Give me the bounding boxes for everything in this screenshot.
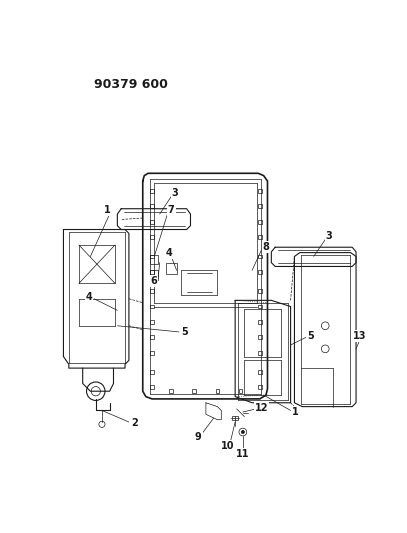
Bar [150,289,154,293]
Bar [166,263,177,274]
Bar [258,370,262,374]
Text: 5: 5 [307,331,314,341]
Bar [258,205,262,208]
Bar [258,235,262,239]
Bar [150,255,154,259]
Text: 4: 4 [166,248,172,259]
Bar [232,416,238,421]
Text: 11: 11 [236,449,249,458]
Text: 9: 9 [195,432,201,442]
Text: 2: 2 [131,418,138,428]
Text: 6: 6 [150,276,157,286]
Bar [150,220,154,224]
Bar [258,335,262,339]
Bar [150,205,154,208]
Text: 10: 10 [221,441,234,451]
Text: 3: 3 [172,188,178,198]
Bar [193,389,196,393]
Bar [150,270,154,274]
Bar [150,189,154,193]
Bar [258,289,262,293]
Text: 3: 3 [326,231,333,241]
Bar [150,304,154,309]
Bar [258,304,262,309]
Bar [151,270,158,280]
Bar [258,255,262,259]
Text: 13: 13 [353,331,367,341]
Circle shape [241,431,244,433]
Bar [258,385,262,389]
Bar [216,389,219,393]
Bar [239,389,243,393]
Text: 7: 7 [168,205,175,215]
Bar [258,351,262,354]
Bar [258,320,262,324]
Bar [258,220,262,224]
Bar [150,335,154,339]
Bar [150,320,154,324]
Bar [151,255,158,264]
Text: 1: 1 [292,407,299,417]
Bar [150,370,154,374]
Text: 4: 4 [85,292,92,302]
Text: 8: 8 [263,242,269,252]
Bar [169,389,173,393]
Text: 5: 5 [181,327,188,337]
Text: 1: 1 [104,205,111,215]
Text: 90379 600: 90379 600 [94,78,168,91]
Bar [258,270,262,274]
Bar [150,351,154,354]
Text: 12: 12 [255,403,268,413]
Bar [150,385,154,389]
Bar [258,189,262,193]
Bar [150,235,154,239]
